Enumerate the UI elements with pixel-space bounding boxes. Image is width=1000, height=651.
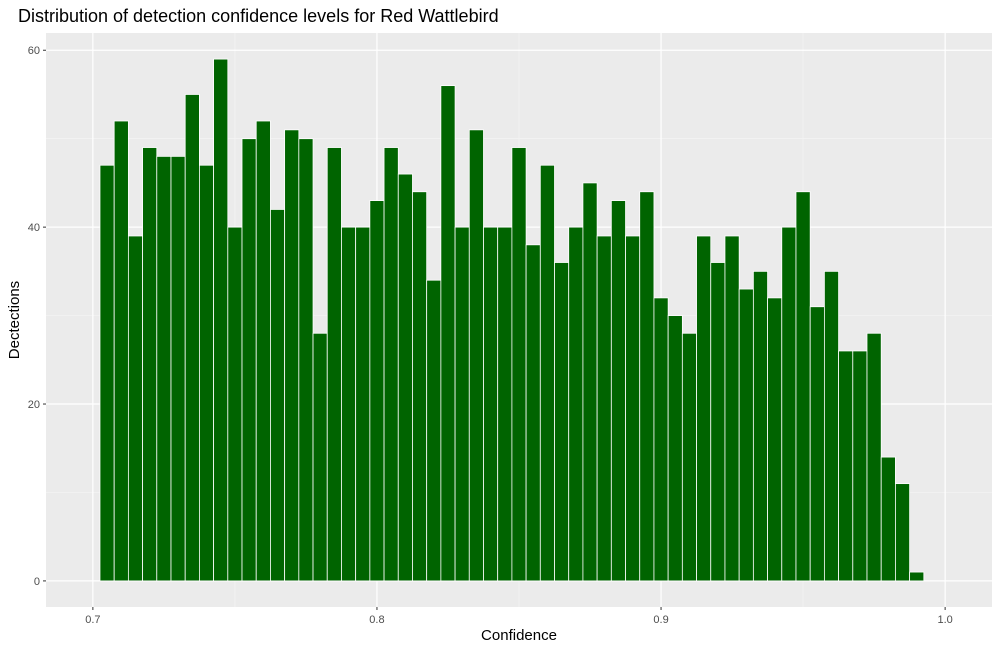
histogram-bar: [99, 164, 115, 582]
histogram-bar: [468, 129, 484, 582]
histogram-bar: [823, 270, 839, 582]
histogram-bar: [767, 297, 783, 582]
histogram-bar: [838, 350, 854, 582]
histogram-bar: [681, 332, 697, 582]
histogram-bar: [255, 120, 271, 582]
histogram-bar: [610, 200, 626, 582]
x-tick-label: 0.9: [653, 614, 668, 626]
x-tick-label: 0.7: [85, 614, 100, 626]
histogram-bar: [184, 94, 200, 582]
histogram-bar: [412, 191, 428, 582]
histogram-bar: [568, 226, 584, 582]
histogram-bar: [696, 235, 712, 582]
histogram-bar: [866, 332, 882, 582]
y-tick-label: 60: [28, 45, 40, 57]
histogram-bar: [667, 315, 683, 582]
histogram-bar: [895, 483, 911, 582]
histogram-bar: [752, 270, 768, 582]
y-axis-ticks: 0 20 40 60: [28, 45, 46, 588]
histogram-bar: [625, 235, 641, 582]
histogram-bar: [781, 226, 797, 582]
histogram-bar: [795, 191, 811, 582]
histogram-bar: [880, 456, 896, 582]
histogram-bar: [113, 120, 129, 582]
histogram-bar: [738, 288, 754, 582]
histogram-bar: [142, 147, 158, 582]
x-tick-label: 1.0: [937, 614, 952, 626]
histogram-bar: [511, 147, 527, 582]
histogram-bar: [341, 226, 357, 582]
histogram-bar: [369, 200, 385, 582]
histogram-bar: [383, 147, 399, 582]
chart-title: Distribution of detection confidence lev…: [18, 6, 499, 26]
histogram-bar: [909, 571, 925, 582]
y-tick-label: 40: [28, 222, 40, 234]
histogram-bar: [596, 235, 612, 582]
histogram-bar: [483, 226, 499, 582]
y-tick-label: 20: [28, 399, 40, 411]
x-axis-ticks: 0.7 0.8 0.9 1.0: [85, 607, 953, 626]
histogram-bar: [525, 244, 541, 582]
y-axis-title: Dectections: [6, 281, 23, 359]
histogram-bar: [397, 173, 413, 582]
histogram-bar: [312, 332, 328, 582]
histogram-bar: [127, 235, 143, 582]
histogram-bar: [497, 226, 513, 582]
histogram-bar: [355, 226, 371, 582]
histogram-bar: [639, 191, 655, 582]
histogram-bar: [653, 297, 669, 582]
x-axis-title: Confidence: [481, 627, 557, 644]
histogram-bar: [156, 155, 172, 582]
histogram-bar: [454, 226, 470, 582]
histogram-bar: [270, 209, 286, 582]
histogram-bar: [213, 58, 229, 582]
histogram-bar: [554, 262, 570, 582]
histogram-bar: [852, 350, 868, 582]
histogram-bar: [426, 279, 442, 582]
histogram-bar: [326, 147, 342, 582]
histogram-bar: [298, 138, 314, 582]
y-tick-label: 0: [34, 576, 40, 588]
histogram-bar: [170, 155, 186, 582]
histogram-bar: [582, 182, 598, 582]
histogram-bar: [199, 164, 215, 582]
histogram-bar: [440, 85, 456, 582]
histogram-bar: [241, 138, 257, 582]
histogram-bar: [539, 164, 555, 582]
bars: [99, 58, 925, 582]
histogram-bar: [710, 262, 726, 582]
histogram-bar: [724, 235, 740, 582]
x-tick-label: 0.8: [369, 614, 384, 626]
histogram-bar: [284, 129, 300, 582]
histogram-bar: [227, 226, 243, 582]
histogram-bar: [809, 306, 825, 582]
